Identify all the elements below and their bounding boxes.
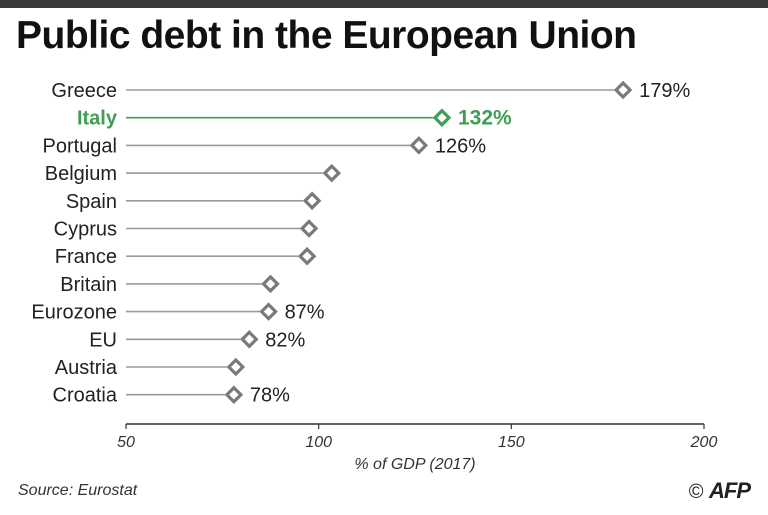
category-label-cyprus: Cyprus bbox=[54, 219, 117, 241]
row-spain: Spain bbox=[66, 191, 322, 213]
category-label-belgium: Belgium bbox=[45, 163, 117, 185]
row-eurozone: Eurozone 87% bbox=[31, 302, 324, 324]
afp-logo: AFP bbox=[709, 478, 751, 503]
row-france: France bbox=[55, 246, 317, 268]
x-tick-label-200: 200 bbox=[690, 434, 718, 451]
category-label-eu: EU bbox=[89, 329, 117, 351]
category-label-greece: Greece bbox=[51, 80, 117, 102]
top-rule bbox=[0, 0, 768, 8]
row-eu: EU 82% bbox=[89, 329, 305, 351]
row-cyprus: Cyprus bbox=[54, 219, 319, 241]
row-britain: Britain bbox=[60, 274, 280, 296]
marker-portugal bbox=[409, 136, 429, 155]
marker-italy bbox=[432, 108, 452, 127]
marker-eu bbox=[240, 330, 259, 349]
value-label-italy: 132% bbox=[458, 107, 512, 130]
marker-britain bbox=[261, 274, 280, 294]
row-austria: Austria bbox=[55, 357, 246, 379]
value-label-eurozone: 87% bbox=[285, 302, 325, 324]
category-label-portugal: Portugal bbox=[43, 135, 118, 157]
x-tick-label-50: 50 bbox=[117, 434, 135, 451]
row-portugal: Portugal 126% bbox=[43, 135, 487, 157]
marker-spain bbox=[302, 191, 322, 211]
category-label-britain: Britain bbox=[60, 274, 117, 296]
marker-austria bbox=[226, 357, 246, 377]
category-label-eurozone: Eurozone bbox=[31, 302, 117, 324]
row-belgium: Belgium bbox=[45, 163, 342, 185]
marker-greece bbox=[613, 80, 633, 100]
copyright-symbol: © bbox=[688, 481, 704, 503]
marker-belgium bbox=[322, 163, 342, 183]
value-label-greece: 179% bbox=[639, 80, 690, 102]
chart-rows: Greece 179% Italy 132% Portugal 126% Belgium Sp… bbox=[31, 80, 690, 407]
category-label-spain: Spain bbox=[66, 191, 117, 213]
category-label-italy: Italy bbox=[77, 108, 118, 130]
row-greece: Greece 179% bbox=[51, 80, 690, 102]
x-tick-label-150: 150 bbox=[498, 434, 525, 451]
x-axis: 50 100 150 200 % of GDP (2017) bbox=[117, 423, 718, 473]
value-label-eu: 82% bbox=[265, 329, 305, 351]
value-label-croatia: 78% bbox=[250, 385, 290, 407]
category-label-austria: Austria bbox=[55, 357, 118, 379]
row-italy: Italy 132% bbox=[77, 107, 512, 130]
afp-credit: © AFP bbox=[688, 478, 751, 504]
x-tick-label-100: 100 bbox=[305, 434, 332, 451]
marker-france bbox=[297, 246, 317, 266]
marker-croatia bbox=[224, 385, 244, 404]
row-croatia: Croatia 78% bbox=[53, 385, 291, 407]
marker-eurozone bbox=[259, 302, 278, 321]
value-label-portugal: 126% bbox=[435, 135, 486, 157]
x-axis-label: % of GDP (2017) bbox=[354, 456, 475, 473]
chart-title: Public debt in the European Union bbox=[16, 14, 637, 57]
marker-cyprus bbox=[299, 219, 319, 238]
category-label-croatia: Croatia bbox=[53, 385, 118, 407]
category-label-france: France bbox=[55, 246, 117, 268]
source-note: Source: Eurostat bbox=[18, 482, 138, 499]
